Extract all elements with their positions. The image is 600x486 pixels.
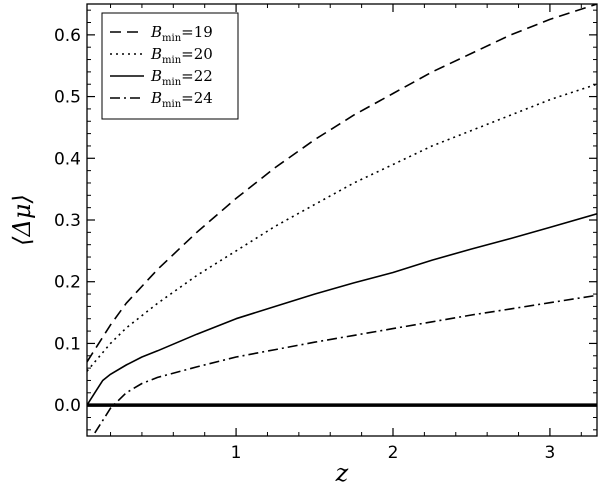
series-line-2 bbox=[87, 213, 597, 406]
x-tick-label: 1 bbox=[231, 443, 242, 463]
y-tick-label: 0.2 bbox=[54, 273, 81, 293]
axis-tick-labels: 1 2 3 0.0 0.1 0.2 0.3 0.4 0.5 0.6 bbox=[54, 26, 555, 463]
series-line-0 bbox=[87, 4, 597, 363]
legend-label-3: Bmin=24 bbox=[150, 89, 213, 110]
legend-box bbox=[101, 12, 239, 120]
y-tick-label: 0.6 bbox=[54, 26, 81, 46]
y-tick-label: 0.0 bbox=[54, 396, 81, 416]
plot-frame bbox=[86, 3, 598, 437]
x-tick-label: 2 bbox=[388, 443, 399, 463]
x-axis-label: z bbox=[335, 459, 349, 486]
y-axis-label: ⟨Δμ⟩ bbox=[8, 194, 36, 246]
y-tick-label: 0.3 bbox=[54, 211, 81, 231]
series-line-3 bbox=[94, 294, 597, 434]
y-tick-label: 0.4 bbox=[54, 149, 81, 169]
series-lines bbox=[87, 4, 597, 434]
y-tick-label: 0.1 bbox=[54, 334, 81, 354]
y-tick-label: 0.5 bbox=[54, 88, 81, 108]
x-tick-label: 3 bbox=[545, 443, 556, 463]
legend-label-2: Bmin=22 bbox=[150, 67, 213, 88]
legend-label-1: Bmin=20 bbox=[150, 45, 213, 66]
legend-label-0: Bmin=19 bbox=[150, 23, 213, 44]
